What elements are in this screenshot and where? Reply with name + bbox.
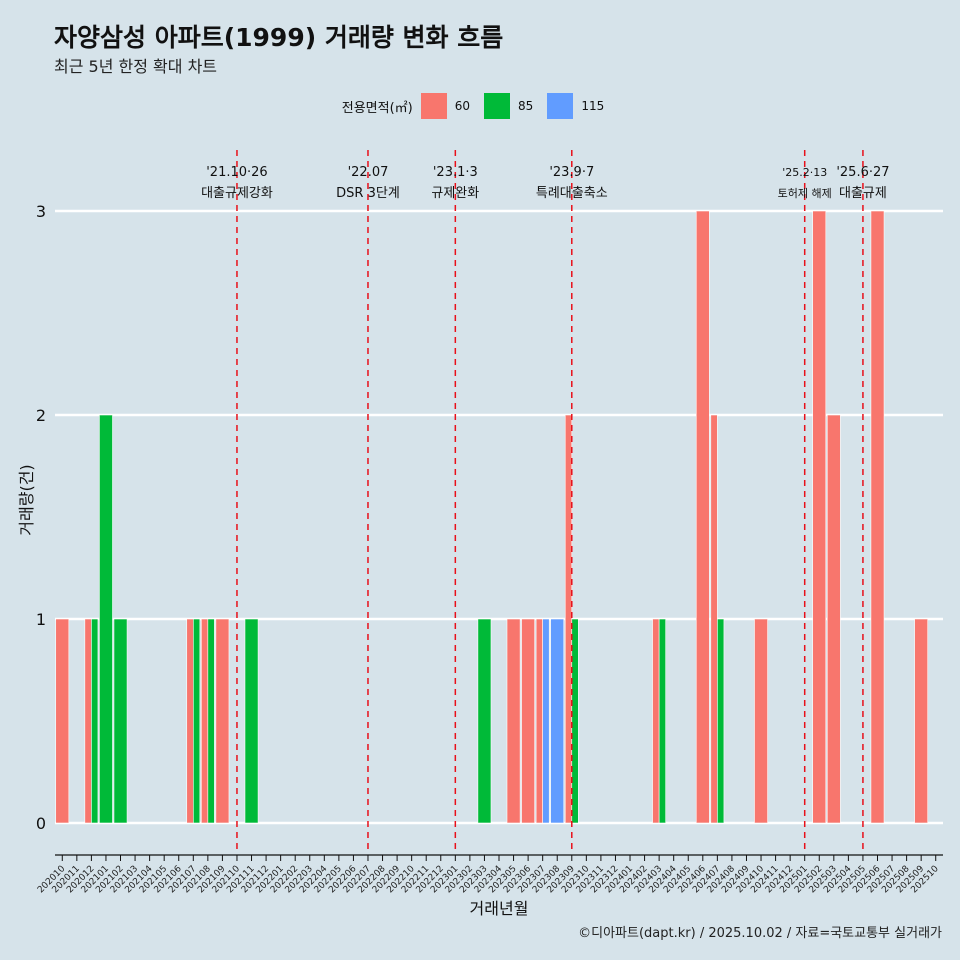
event-label: 토허제 해제 — [778, 186, 832, 200]
chart-title: 자양삼성 아파트(1999) 거래량 변화 흐름 — [54, 23, 504, 52]
bar-202305-60 — [506, 618, 521, 824]
bar-202503-60 — [826, 414, 841, 824]
legend-key-85 — [484, 93, 511, 119]
chart-subtitle: 최근 5년 한정 확대 차트 — [54, 57, 218, 76]
bar-202308-115 — [550, 618, 565, 824]
event-date-label: '21.10·26 — [206, 165, 267, 180]
bar-202309-60 — [564, 414, 573, 824]
bar-202101-85 — [99, 414, 113, 824]
bar-202109-60 — [215, 618, 230, 824]
y-axis-title: 거래량(건) — [17, 464, 36, 535]
bar-202309-85 — [571, 618, 579, 824]
bar-202012-85 — [91, 618, 99, 824]
bar-202012-60 — [84, 618, 92, 824]
bar-202108-60 — [201, 618, 209, 824]
bar-202403-60 — [652, 618, 660, 824]
bar-202107-60 — [186, 618, 194, 824]
bar-202406-60 — [695, 210, 710, 824]
bar-202407-85 — [717, 618, 725, 824]
event-date-label: '25.2·13 — [782, 166, 827, 179]
bar-202502-60 — [812, 210, 827, 824]
bar-202107-85 — [192, 618, 201, 824]
event-label: DSR 3단계 — [336, 186, 400, 201]
bar-202509-60 — [914, 618, 929, 824]
event-date-label: '23.1·3 — [433, 165, 478, 180]
legend-key-60 — [420, 93, 447, 119]
bar-202010-60 — [55, 618, 70, 824]
y-tick-label: 3 — [36, 202, 46, 221]
legend: 전용면적(㎡) 60 85 115 — [0, 93, 960, 119]
bar-202410-60 — [754, 618, 768, 824]
event-date-label: '22.07 — [348, 165, 389, 180]
bar-202303-85 — [477, 618, 492, 824]
legend-label-115: 115 — [581, 99, 605, 113]
bar-202307-115 — [542, 618, 550, 824]
x-axis-title: 거래년월 — [470, 899, 529, 918]
y-tick-label: 1 — [36, 610, 46, 629]
legend-label-85: 85 — [518, 99, 534, 113]
legend-key-115 — [547, 93, 574, 119]
event-label: 규제완화 — [431, 186, 479, 201]
bar-202407-60 — [710, 414, 718, 824]
event-label: 대출규제 — [839, 186, 887, 201]
bar-202506-60 — [870, 210, 885, 824]
source-caption: ©디아파트(dapt.kr) / 2025.10.02 / 자료=국토교통부 실… — [578, 926, 942, 941]
legend-label-60: 60 — [454, 99, 471, 113]
y-tick-label: 2 — [36, 406, 46, 425]
event-date-label: '23.9·7 — [549, 165, 594, 180]
bar-202111-85 — [244, 618, 259, 824]
y-tick-label: 0 — [36, 814, 46, 833]
bar-202306-60 — [521, 618, 535, 824]
bar-202108-85 — [207, 618, 215, 824]
event-label: 대출규제강화 — [201, 186, 273, 201]
legend-title: 전용면적(㎡) — [341, 100, 413, 116]
bar-202102-85 — [113, 618, 128, 824]
event-date-label: '25.6·27 — [836, 165, 889, 180]
bar-202403-85 — [658, 618, 666, 824]
event-label: 특례대출축소 — [536, 186, 608, 201]
bar-202307-60 — [535, 618, 543, 824]
